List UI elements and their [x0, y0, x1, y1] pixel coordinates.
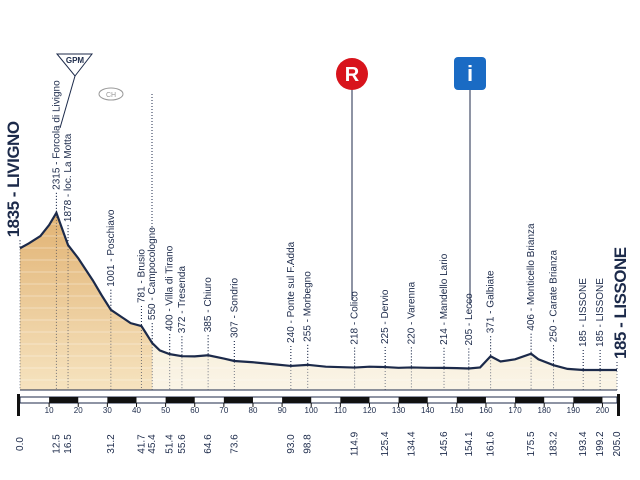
km-label: 183.2	[549, 431, 560, 456]
waypoint-label: 225 - Dervio	[380, 289, 391, 344]
km-label: 51.4	[165, 434, 176, 454]
km-label: 12.5	[51, 434, 62, 454]
x-tick-label: 70	[219, 406, 228, 415]
x-tick-label: 170	[508, 406, 522, 415]
x-tick-label: 50	[161, 406, 170, 415]
x-tick-label: 90	[278, 406, 287, 415]
x-tick-label: 150	[450, 406, 464, 415]
km-label: 98.8	[303, 434, 314, 454]
x-tick-label: 130	[392, 406, 406, 415]
x-tick-label: 60	[190, 406, 199, 415]
waypoint-label: 781 - Brusio	[136, 249, 147, 303]
ruler-segment	[223, 397, 253, 403]
info-label: i	[467, 61, 473, 86]
km-label: 175.5	[526, 431, 537, 456]
ruler-segment	[107, 397, 137, 403]
x-tick-label: 80	[249, 406, 258, 415]
profile-line	[19, 210, 617, 372]
km-label: 73.6	[229, 434, 240, 454]
km-label: 134.4	[406, 431, 417, 456]
km-label: 154.1	[464, 431, 475, 456]
x-tick-label: 120	[363, 406, 377, 415]
waypoint-label: 185 - LISSONE	[611, 247, 630, 359]
x-tick-label: 100	[305, 406, 319, 415]
ruler-segment	[398, 397, 428, 403]
waypoint-label: 185 - LISSONE	[578, 278, 589, 347]
r-label: R	[345, 64, 360, 86]
waypoint-label: 205 - Lecco	[464, 293, 475, 346]
x-tick-label: 200	[596, 406, 610, 415]
km-label: 193.4	[578, 431, 589, 456]
km-label: 45.4	[147, 434, 158, 454]
x-tick-label: 20	[74, 406, 83, 415]
km-label: 161.6	[486, 431, 497, 456]
waypoint-label: 307 - Sondrio	[229, 278, 240, 338]
km-label: 145.6	[439, 431, 450, 456]
ruler-end	[617, 394, 620, 416]
ruler-segment	[456, 397, 486, 403]
waypoint-label: 220 - Varenna	[406, 281, 417, 344]
waypoint-label: 240 - Ponte sul F.Adda	[286, 241, 297, 343]
info-marker: i	[454, 57, 486, 305]
gpm-marker: GPM	[55, 53, 94, 129]
waypoint-label: 1878 - loc. La Motta	[63, 133, 74, 222]
x-tick-label: 40	[132, 406, 141, 415]
waypoint-label: 1835 - LIVIGNO	[4, 121, 23, 237]
r-marker: R	[336, 58, 368, 300]
ch-marker: CH	[98, 87, 153, 230]
ruler-segment	[573, 397, 603, 403]
ruler-segment	[49, 397, 79, 403]
x-tick-label: 110	[334, 406, 347, 415]
x-tick-label: 10	[45, 406, 54, 415]
ruler-segment	[515, 397, 545, 403]
waypoint-label: 255 - Morbegno	[303, 271, 314, 342]
km-label: 125.4	[380, 431, 391, 456]
km-label: 114.9	[350, 431, 361, 456]
km-label: 205.0	[612, 431, 623, 456]
waypoint-label: 385 - Chiuro	[203, 277, 214, 332]
waypoint-label: 218 - Colico	[350, 291, 361, 345]
km-label: 0.0	[15, 437, 26, 451]
waypoint-label: 250 - Carate Brianza	[549, 250, 560, 343]
km-label: 16.5	[63, 434, 74, 454]
ruler-segment	[165, 397, 195, 403]
ruler-segment	[340, 397, 370, 403]
km-label: 64.6	[203, 434, 214, 454]
ruler-start	[17, 394, 20, 416]
waypoint-label: 214 - Mandello Lario	[439, 253, 450, 345]
waypoint-label: 550 - Campocologno	[147, 227, 158, 320]
x-tick-label: 160	[479, 406, 493, 415]
x-tick-label: 180	[538, 406, 552, 415]
waypoint-label: 372 - Tresenda	[177, 266, 188, 334]
ch-label: CH	[106, 92, 116, 99]
km-label: 199.2	[595, 431, 606, 456]
waypoint-label: 400 - Villa di Tirano	[165, 245, 176, 331]
waypoint-label: 1001 - Poschiavo	[106, 209, 117, 287]
waypoint-label: 371 - Galbiate	[486, 270, 497, 333]
x-tick-label: 190	[567, 406, 581, 415]
waypoint-label: 185 - LISSONE	[595, 278, 606, 347]
waypoint-label: 406 - Monticello Brianza	[526, 223, 537, 331]
waypoint-label: 2315 - Forcola di Livigno	[51, 80, 62, 190]
x-tick-label: 30	[103, 406, 112, 415]
x-tick-label: 140	[421, 406, 435, 415]
km-label: 93.0	[286, 434, 297, 454]
km-label: 55.6	[177, 434, 188, 454]
km-label: 41.7	[136, 434, 147, 454]
gpm-label: GPM	[66, 56, 85, 65]
ruler-segment	[282, 397, 312, 403]
km-label: 31.2	[106, 434, 117, 454]
